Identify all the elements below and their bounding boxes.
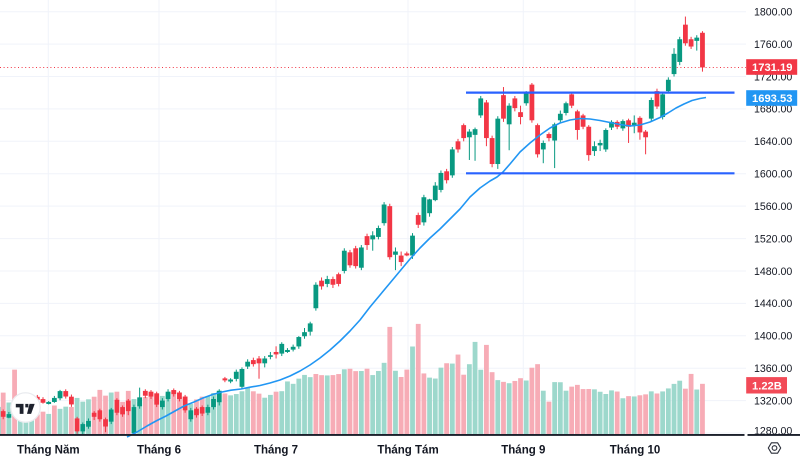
- svg-text:1280.00: 1280.00: [754, 425, 792, 437]
- svg-text:1560.00: 1560.00: [754, 201, 792, 213]
- svg-text:1360.00: 1360.00: [754, 363, 792, 375]
- svg-text:1480.00: 1480.00: [754, 266, 792, 278]
- svg-text:1640.00: 1640.00: [754, 136, 792, 148]
- svg-text:1520.00: 1520.00: [754, 233, 792, 245]
- svg-text:1731.19: 1731.19: [752, 62, 792, 74]
- svg-text:Tháng 7: Tháng 7: [254, 445, 298, 457]
- svg-text:1320.00: 1320.00: [754, 395, 792, 407]
- svg-text:1680.00: 1680.00: [754, 104, 792, 116]
- svg-text:1400.00: 1400.00: [754, 331, 792, 343]
- svg-text:1760.00: 1760.00: [754, 39, 792, 51]
- svg-text:1440.00: 1440.00: [754, 298, 792, 310]
- svg-text:1600.00: 1600.00: [754, 169, 792, 181]
- svg-text:Tháng Năm: Tháng Năm: [17, 445, 80, 457]
- svg-text:1.22B: 1.22B: [752, 381, 782, 393]
- svg-text:Tháng Tám: Tháng Tám: [377, 445, 438, 457]
- svg-text:Tháng 10: Tháng 10: [610, 445, 660, 457]
- svg-text:1800.00: 1800.00: [754, 7, 792, 19]
- svg-text:Tháng 6: Tháng 6: [137, 445, 181, 457]
- svg-text:1693.53: 1693.53: [752, 93, 792, 105]
- svg-text:Tháng 9: Tháng 9: [501, 445, 545, 457]
